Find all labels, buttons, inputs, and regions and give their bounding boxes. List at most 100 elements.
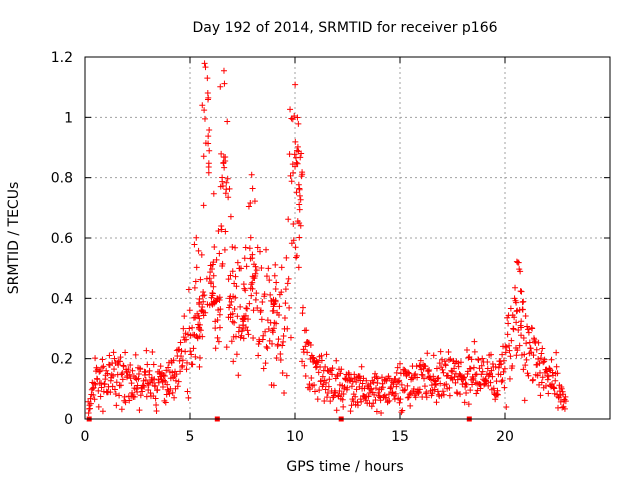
data-point [521,397,528,404]
data-point [304,339,311,346]
data-point [355,374,362,381]
data-point [281,314,288,321]
data-point [275,336,282,343]
data-point [415,389,422,396]
data-point [492,396,499,403]
data-point [220,67,227,74]
data-point [378,374,385,381]
data-point [513,308,520,315]
data-point [178,353,185,360]
data-point [118,406,125,413]
data-point [200,298,207,305]
data-point [121,393,128,400]
data-point [162,399,169,406]
data-point [252,263,259,270]
data-point [206,275,213,282]
data-point [182,348,189,355]
data-point [122,349,129,356]
data-point [206,147,213,154]
data-point [537,392,544,399]
data-point [515,327,522,334]
data-point [433,381,440,388]
data-point [212,297,219,304]
data-point [169,369,176,376]
data-point [127,362,134,369]
data-point [452,379,459,386]
data-point [196,363,203,370]
data-point [240,335,247,342]
data-point [451,365,458,372]
data-point [296,206,303,213]
data-point [369,389,376,396]
data-point [175,378,182,385]
data-point [129,389,136,396]
data-point [311,381,318,388]
x-tick-label: 15 [391,429,409,445]
data-point [249,285,256,292]
data-point [336,387,343,394]
data-point [195,247,202,254]
data-point [87,400,94,407]
data-point [440,369,447,376]
data-point [548,380,555,387]
data-point [281,389,288,396]
data-point [279,370,286,377]
data-point [463,390,470,397]
data-point [292,244,299,251]
data-point [217,306,224,313]
data-point [545,373,552,380]
y-tick-label: 0 [64,412,73,428]
data-point [434,375,441,382]
data-point [229,244,236,251]
data-point [99,408,106,415]
data-point [363,377,370,384]
data-point [111,366,118,373]
data-point [142,369,149,376]
data-point [301,362,308,369]
data-point [216,296,223,303]
data-point [201,107,208,114]
data-point [122,399,129,406]
data-point [557,392,564,399]
data-point [562,398,569,405]
data-point [90,392,97,399]
data-point [262,328,269,335]
data-point [223,179,230,186]
data-point [299,304,306,311]
data-point [170,357,177,364]
data-point [92,355,99,362]
data-point [200,153,207,160]
data-point [235,372,242,379]
data-point [214,334,221,341]
data-point [478,371,485,378]
data-point [513,352,520,359]
data-point [265,265,272,272]
data-point [443,381,450,388]
data-point [516,307,523,314]
data-point [269,340,276,347]
data-point [352,393,359,400]
data-point [292,163,299,170]
data-point [327,398,334,405]
data-point [201,115,208,122]
data-point [494,391,501,398]
data-point [539,374,546,381]
data-point [522,313,529,320]
data-point [186,307,193,314]
data-point [193,264,200,271]
data-point [197,276,204,283]
data-point [210,259,217,266]
data-point [396,399,403,406]
data-point [134,382,141,389]
data-point [383,394,390,401]
data-point [329,371,336,378]
data-point [404,382,411,389]
data-point [518,288,525,295]
data-point [439,356,446,363]
data-point [196,354,203,361]
data-point [516,342,523,349]
data-point [521,351,528,358]
data-point [270,382,277,389]
data-point [431,386,438,393]
